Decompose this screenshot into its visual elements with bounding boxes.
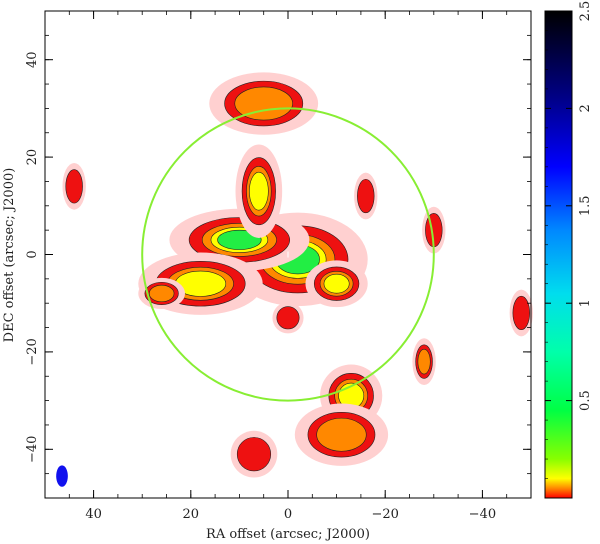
colorbar-tick-label: 2.5 <box>578 1 593 22</box>
emission-region <box>230 430 278 478</box>
emission-region <box>509 289 533 337</box>
emission-contour <box>316 417 367 452</box>
y-tick-label: −40 <box>25 436 40 463</box>
emission-contour <box>417 348 431 375</box>
emission-region <box>294 403 389 466</box>
emission-contour <box>148 284 175 303</box>
emission-contour <box>357 178 375 214</box>
y-axis-label: DEC offset (arcsec; J2000) <box>2 168 17 343</box>
emission-region <box>209 72 319 135</box>
colorbar-ticks: 0.5 1 1.5 2 2.5 <box>545 1 593 479</box>
y-tick-label: −20 <box>25 338 40 365</box>
colorbar-gradient <box>544 10 573 499</box>
emission-region <box>272 302 304 334</box>
primary-beam-circle <box>141 107 435 402</box>
emission-contour <box>65 169 83 204</box>
overlay-layer <box>56 107 435 487</box>
emission-region <box>354 172 378 220</box>
emission-region <box>412 338 436 386</box>
colorbar-tick-label: 1 <box>578 299 593 307</box>
emission-contour <box>249 171 269 211</box>
x-tick-label: −20 <box>371 507 398 522</box>
emission-contour <box>276 306 300 330</box>
emission-contour <box>234 86 293 121</box>
x-axis-label: RA offset (arcsec; J2000) <box>206 527 370 542</box>
emission-region <box>235 144 283 238</box>
y-tick-label: 0 <box>25 250 40 258</box>
y-tick-label: 20 <box>25 149 40 166</box>
emission-contour <box>236 437 272 472</box>
emission-region <box>62 162 86 210</box>
colorbar-tick-label: 0.5 <box>578 390 593 411</box>
y-tick-label: 40 <box>25 51 40 68</box>
emission-region <box>305 260 368 308</box>
beam-ellipse-icon <box>56 465 68 487</box>
colorbar-tick-label: 1.5 <box>578 195 593 216</box>
emission-layer <box>62 72 533 478</box>
x-tick-label: −40 <box>469 507 496 522</box>
x-tick-label: 20 <box>183 507 200 522</box>
emission-contour <box>323 273 350 294</box>
emission-contour <box>217 229 262 250</box>
plot-area: 40 20 0 −20 −40 40 20 0 −20 −40 <box>25 10 533 522</box>
colorbar-tick-label: 2 <box>578 104 593 112</box>
x-tick-label: 0 <box>284 507 292 522</box>
y-ticks: 40 20 0 −20 −40 <box>25 10 531 499</box>
colorbar: 0.5 1 1.5 2 2.5 <box>544 1 593 499</box>
emission-contour <box>512 295 530 331</box>
x-ticks: 40 20 0 −20 −40 <box>44 11 532 522</box>
x-tick-label: 40 <box>85 507 102 522</box>
